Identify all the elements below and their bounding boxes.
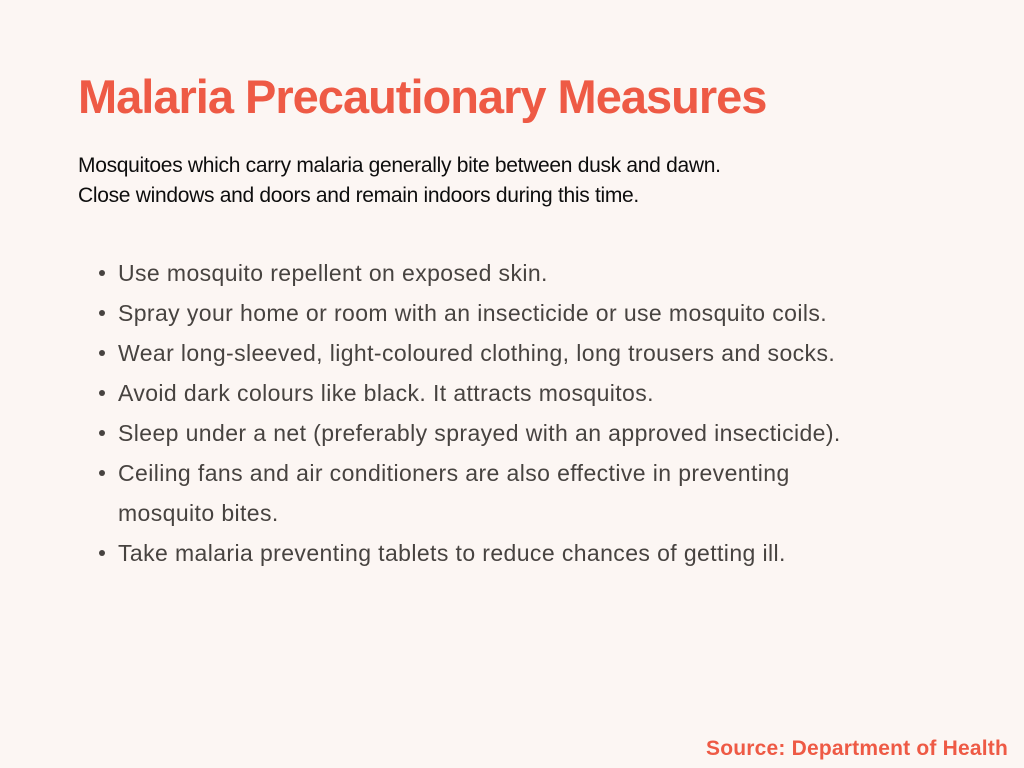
list-item-text: Ceiling fans and air conditioners are al…	[118, 460, 790, 527]
intro-line-2: Close windows and doors and remain indoo…	[78, 184, 639, 208]
precautions-list: Use mosquito repellent on exposed skin. …	[99, 253, 899, 573]
list-item: Take malaria preventing tablets to reduc…	[99, 533, 881, 573]
list-item: Use mosquito repellent on exposed skin.	[99, 253, 881, 293]
list-item-text: Wear long-sleeved, light-coloured clothi…	[118, 340, 836, 367]
intro-text: Mosquitoes which carry malaria generally…	[78, 151, 984, 211]
list-item: Spray your home or room with an insectic…	[99, 293, 881, 333]
list-item-text: Take malaria preventing tablets to reduc…	[118, 540, 786, 567]
list-item: Avoid dark colours like black. It attrac…	[99, 373, 881, 413]
page-title: Malaria Precautionary Measures	[78, 70, 767, 123]
source-attribution: Source: Department of Health	[706, 737, 1008, 760]
list-item-text: Avoid dark colours like black. It attrac…	[118, 380, 654, 407]
intro-line-1: Mosquitoes which carry malaria generally…	[78, 154, 721, 178]
list-item-text: Sleep under a net (preferably sprayed wi…	[118, 420, 841, 447]
list-item: Sleep under a net (preferably sprayed wi…	[99, 413, 881, 453]
list-item-text: Spray your home or room with an insectic…	[118, 300, 828, 327]
list-item-text: Use mosquito repellent on exposed skin.	[118, 260, 548, 287]
list-item: Ceiling fans and air conditioners are al…	[99, 453, 881, 533]
list-item: Wear long-sleeved, light-coloured clothi…	[99, 333, 881, 373]
